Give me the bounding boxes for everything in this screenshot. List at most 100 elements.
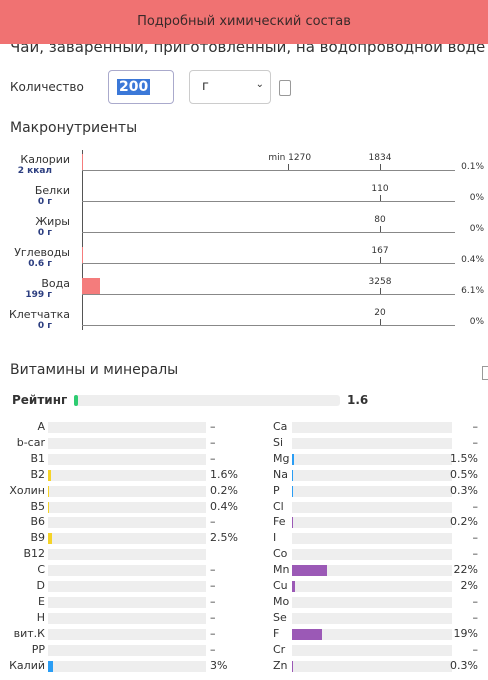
nutrient-value: 0.5% <box>450 467 478 481</box>
nutrient-value: – <box>472 610 479 624</box>
nutrient-name: Жиры <box>35 215 70 228</box>
min-label: min 1270 <box>268 153 312 163</box>
nutrient-name: H <box>36 610 45 624</box>
norm-tick <box>380 195 381 201</box>
track <box>48 437 206 449</box>
nutrient-value: – <box>472 594 479 608</box>
track <box>292 612 452 624</box>
nutrient-name: B1 <box>30 451 45 465</box>
nutrient-value: – <box>210 594 216 608</box>
track <box>292 565 452 577</box>
nutrient-value: – <box>210 435 216 449</box>
baseline <box>82 232 455 233</box>
nutrient-name: Cl <box>273 499 284 513</box>
nutrient-value: 1.5% <box>450 451 478 465</box>
nutrient-name: Калории <box>20 153 70 166</box>
nutrient-bar <box>48 501 49 513</box>
nutrient-value: – <box>472 531 479 545</box>
section-title: Макронутриенты <box>10 120 138 136</box>
nutrient-name: Mg <box>273 451 290 465</box>
nutrient-value: – <box>210 515 216 529</box>
track <box>292 628 452 640</box>
nutrient-name: Se <box>273 610 287 624</box>
baseline <box>82 263 455 264</box>
nutrient-name: Белки <box>34 184 70 197</box>
track <box>292 644 452 656</box>
banner: Подробный химический состав <box>0 0 488 44</box>
baseline <box>82 170 455 171</box>
nutrient-name: Si <box>273 435 284 449</box>
nutrient-value: – <box>210 420 216 433</box>
calculator-icon[interactable] <box>279 80 291 96</box>
track <box>292 422 452 433</box>
nutrient-bar <box>292 565 328 577</box>
track <box>48 612 206 624</box>
nutrient-name: B12 <box>23 547 45 561</box>
norm-tick <box>380 288 381 294</box>
rating-bar <box>74 395 79 406</box>
nutrient-bar <box>292 628 323 640</box>
track <box>292 596 452 608</box>
norm-label: 3258 <box>368 277 392 287</box>
quantity-value: 200 <box>117 79 151 95</box>
nutrient-value: – <box>210 579 216 592</box>
nutrient-name: Cr <box>273 642 286 656</box>
nutrient-value: – <box>472 420 479 433</box>
nutrient-amount: 0.6 г <box>28 259 52 269</box>
track <box>292 581 452 592</box>
dropdown-arrow: ⌄ <box>255 79 264 90</box>
nutrient-value: – <box>210 563 216 577</box>
track <box>48 517 206 529</box>
norm-tick <box>380 257 381 263</box>
percent: 0% <box>469 193 484 203</box>
nutrient-name: Na <box>273 467 288 481</box>
rating-track <box>74 395 340 406</box>
norm-tick <box>380 226 381 232</box>
nutrient-value: 2% <box>460 579 478 592</box>
nutrient-value: – <box>472 642 479 656</box>
unit-select[interactable]: г ⌄ <box>189 70 271 104</box>
table-icon[interactable] <box>482 366 488 380</box>
nutrient-bar <box>48 660 53 672</box>
nutrient-value: – <box>472 435 479 449</box>
track <box>48 549 206 561</box>
nutrient-value: 3% <box>210 658 228 672</box>
section-title: Витамины и минералы <box>10 362 179 378</box>
quantity-input[interactable]: 200 <box>108 70 174 104</box>
track <box>48 581 206 592</box>
percent: 0.1% <box>461 162 484 172</box>
rating-label: Рейтинг <box>12 393 68 407</box>
nutrient-value: 19% <box>453 626 478 640</box>
macro-bar <box>82 247 84 263</box>
nutrient-amount: 0 г <box>37 321 52 331</box>
nutrient-value: 0.2% <box>450 515 478 529</box>
nutrient-value: – <box>472 547 479 561</box>
nutrient-value: – <box>210 626 216 640</box>
nutrient-value: 0.3% <box>450 658 478 672</box>
nutrient-name: F <box>273 626 280 640</box>
track <box>48 533 206 545</box>
min-tick <box>288 164 290 170</box>
nutrient-bar <box>292 453 295 465</box>
nutrient-value: 0.4% <box>210 499 238 513</box>
norm-tick <box>380 319 381 325</box>
rating-value: 1.6 <box>347 393 369 407</box>
nutrient-name: Co <box>273 547 288 561</box>
nutrient-value: 2.5% <box>210 531 238 545</box>
track <box>292 517 452 529</box>
nutrient-amount: 199 г <box>25 290 52 300</box>
track <box>292 469 452 481</box>
nutrient-name: B9 <box>30 531 45 545</box>
nutrient-value: 0.2% <box>210 483 238 497</box>
track <box>292 501 452 513</box>
track <box>48 596 206 608</box>
nutrient-name: Холин <box>9 483 45 497</box>
nutrient-value: – <box>210 610 216 624</box>
nutrient-name: C <box>37 563 45 577</box>
percent: 6.1% <box>461 286 484 296</box>
nutrient-name: Fe <box>273 515 286 529</box>
nutrient-value: – <box>472 499 479 513</box>
norm-label: 20 <box>374 308 386 318</box>
track <box>292 549 452 561</box>
